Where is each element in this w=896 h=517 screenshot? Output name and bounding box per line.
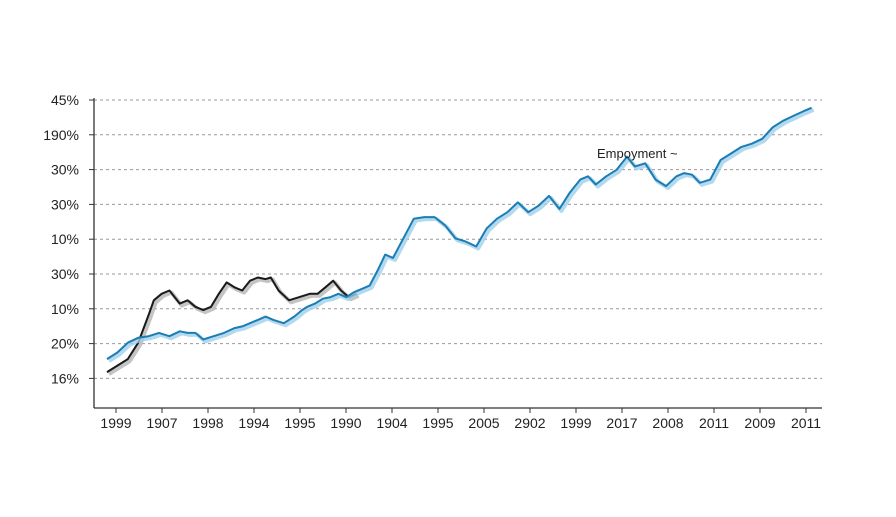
- axes: [93, 98, 822, 409]
- y-tick-label: 20%: [51, 336, 79, 352]
- x-tick-label: 1995: [422, 415, 453, 431]
- x-tick-label: 2011: [791, 415, 821, 431]
- grid-lines: [94, 99, 822, 379]
- y-tick-label: 30%: [51, 266, 79, 282]
- series-line-2: [106, 106, 812, 360]
- x-tick-label: 2009: [744, 415, 775, 431]
- y-tick-label: 45%: [51, 92, 79, 108]
- y-tick-label: 10%: [51, 301, 79, 317]
- x-tick-label: 1904: [376, 415, 407, 431]
- x-tick-label: 1994: [238, 415, 269, 431]
- x-tick-label: 2005: [468, 415, 499, 431]
- y-tick-label: 16%: [51, 370, 79, 386]
- y-tick-label: 30%: [51, 162, 79, 178]
- x-tick-label: 1998: [192, 415, 223, 431]
- chart-annotation: Empoyment ~: [597, 146, 678, 161]
- series-lines: [106, 106, 815, 376]
- x-tick-label: 2902: [514, 415, 545, 431]
- x-tick-label: 1995: [284, 415, 315, 431]
- y-tick-label: 10%: [51, 231, 79, 247]
- series-shadow: [107, 277, 360, 376]
- x-tick-label: 2008: [652, 415, 683, 431]
- x-tick-label: 1907: [146, 415, 177, 431]
- series-shadow: [107, 107, 815, 363]
- x-tick-labels: 1999 1907 1998 1994 1995 1990 1904 1995 2005 2902…: [100, 408, 821, 431]
- series-line-1: [106, 276, 357, 373]
- x-tick-label: 2017: [606, 415, 637, 431]
- y-tick-label: 190%: [43, 127, 79, 143]
- y-tick-label: 30%: [51, 196, 79, 212]
- x-tick-label: 1999: [100, 415, 131, 431]
- y-tick-labels: 45% 190% 30% 30% 10% 30% 10% 20% 16%: [43, 92, 94, 386]
- x-tick-label: 1999: [560, 415, 591, 431]
- x-tick-label: 1990: [330, 415, 361, 431]
- x-tick-label: 2011: [699, 415, 729, 431]
